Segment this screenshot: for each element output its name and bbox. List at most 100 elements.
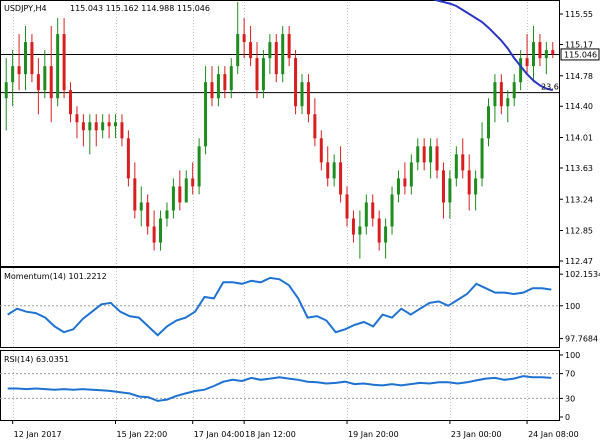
candle: [101, 114, 105, 139]
candle: [88, 114, 92, 155]
candle: [56, 18, 60, 107]
candle: [204, 66, 208, 155]
candle: [229, 58, 233, 99]
rsi-tick-label: 30: [565, 394, 575, 403]
candle: [499, 74, 503, 115]
candle: [36, 58, 40, 115]
candle: [17, 34, 21, 91]
candle: [236, 2, 240, 75]
price-tick-label: 113.24: [565, 195, 593, 204]
candle: [4, 58, 8, 131]
rsi-line: [7, 375, 552, 402]
candle: [403, 162, 407, 195]
time-tick-label: 23 Jan 00:00: [451, 430, 502, 439]
candle: [184, 170, 188, 203]
candle: [358, 210, 362, 259]
time-tick-label: 17 Jan 04:00: [194, 430, 245, 439]
candle: [287, 26, 291, 67]
rsi-title: RSI(14) 63.0351: [4, 355, 69, 364]
candle: [519, 50, 523, 91]
candle: [486, 98, 490, 147]
fib-level-label: 23.6: [541, 83, 559, 92]
candle: [306, 74, 310, 123]
candle: [274, 34, 278, 83]
candle: [332, 154, 336, 187]
candle: [62, 18, 66, 99]
candle: [339, 146, 343, 203]
candle: [371, 194, 375, 227]
candle: [191, 162, 195, 195]
candle: [107, 114, 111, 139]
candle: [133, 162, 137, 219]
rsi-tick-label: 70: [565, 370, 575, 379]
vertical-grid-lines: [13, 2, 528, 420]
time-tick-label: 15 Jan 22:00: [117, 430, 168, 439]
candle: [178, 170, 182, 211]
rsi-tick-label: 0: [565, 413, 570, 422]
candle: [416, 138, 420, 171]
price-tick-label: 115.55: [565, 10, 593, 19]
candle: [255, 42, 259, 99]
candle: [49, 26, 53, 123]
candle: [429, 138, 433, 179]
candle: [75, 106, 79, 139]
candle: [210, 66, 214, 107]
candle: [152, 210, 156, 251]
candle: [294, 50, 298, 115]
candle: [281, 26, 285, 83]
price-tick-label: 113.63: [565, 164, 593, 173]
candle: [435, 138, 439, 179]
candle: [126, 130, 130, 187]
momentum-tick-label: 97.7684: [565, 335, 598, 344]
price-panel-frame: [0, 0, 560, 267]
candle: [454, 146, 458, 187]
price-tick-label: 115.17: [565, 40, 593, 49]
candle: [345, 186, 349, 227]
time-tick-label: 24 Jan 08:00: [528, 430, 579, 439]
candle: [81, 114, 85, 147]
price-tick-label: 114.40: [565, 102, 593, 111]
candle: [313, 98, 317, 147]
momentum-line: [7, 276, 552, 337]
candle: [216, 66, 220, 107]
candle: [422, 138, 426, 171]
rsi-axis: 100 70 30 0: [560, 351, 580, 422]
candle: [377, 210, 381, 251]
candle: [525, 34, 529, 75]
candle: [249, 26, 253, 67]
momentum-tick-label: 102.1534: [565, 270, 600, 279]
candle: [120, 114, 124, 147]
time-axis: 12 Jan 2017 15 Jan 22:00 17 Jan 04:00 18 Ja…: [12, 421, 579, 439]
candle: [319, 130, 323, 171]
candle: [351, 210, 355, 243]
price-tick-label: 112.85: [565, 227, 593, 236]
ohlc-label: 115.043 115.162 114.988 115.046: [70, 4, 210, 13]
candle: [390, 186, 394, 235]
candle: [242, 18, 246, 59]
time-tick-label: 12 Jan 2017: [14, 430, 62, 439]
momentum-title: Momentum(14) 101.2212: [4, 272, 107, 281]
candle: [409, 154, 413, 195]
candle: [364, 194, 368, 235]
momentum-axis: 102.1534 100 97.7684: [560, 270, 600, 344]
candle: [384, 218, 388, 259]
time-tick-label: 19 Jan 20:00: [348, 430, 399, 439]
candle: [94, 114, 98, 147]
candle: [165, 202, 169, 227]
candle: [300, 74, 304, 115]
candle: [11, 50, 15, 107]
candle: [538, 34, 542, 67]
candle: [261, 50, 265, 99]
candle: [531, 26, 535, 83]
candle: [480, 122, 484, 187]
momentum-tick-label: 100: [565, 302, 580, 311]
candle: [159, 210, 163, 251]
candle: [69, 82, 73, 123]
candle: [114, 114, 118, 139]
candle: [146, 194, 150, 235]
current-price-label: 115.046: [564, 50, 597, 59]
momentum-panel-frame: [0, 267, 560, 348]
candle: [467, 154, 471, 211]
candle: [506, 90, 510, 123]
price-axis: 115.55 115.17 114.78 114.40 114.01 113.63 113.…: [560, 10, 593, 266]
